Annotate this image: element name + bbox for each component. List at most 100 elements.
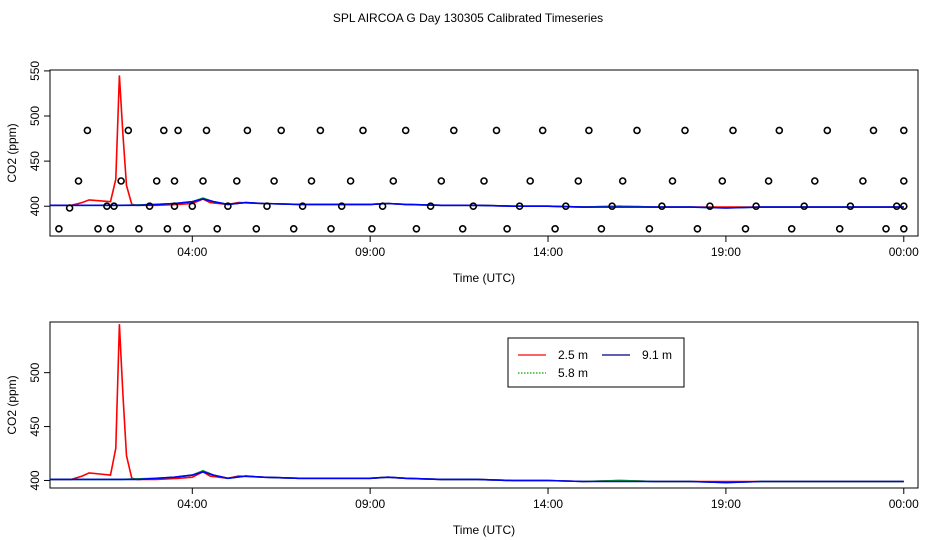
bottom-ylabel: CO2 (ppm) xyxy=(5,375,19,434)
top-point-11 xyxy=(145,202,154,210)
top-point-56 xyxy=(574,177,583,185)
top-point-13 xyxy=(160,126,168,135)
top-point-81 xyxy=(869,126,878,135)
top-point-69 xyxy=(729,126,737,135)
bottom-series-blue xyxy=(50,470,904,484)
top-point-38 xyxy=(368,225,376,233)
top-point-39 xyxy=(378,202,387,210)
top-point-41 xyxy=(401,126,410,135)
top-point-9 xyxy=(124,126,133,135)
top-point-21 xyxy=(202,126,211,135)
top-point-62 xyxy=(645,225,654,233)
top-point-58 xyxy=(597,225,606,233)
top-point-14 xyxy=(163,225,172,233)
top-point-2 xyxy=(74,177,83,185)
top-plot-frame xyxy=(49,69,919,237)
top-ylabel: CO2 (ppm) xyxy=(5,123,19,182)
top-point-66 xyxy=(693,225,702,233)
top-point-84 xyxy=(899,177,908,185)
top-point-33 xyxy=(316,126,325,135)
top-xtick-label-3: 19:00 xyxy=(711,245,741,259)
top-point-24 xyxy=(233,177,241,185)
top-point-73 xyxy=(775,126,784,135)
top-point-19 xyxy=(188,202,197,210)
top-point-12 xyxy=(152,177,161,185)
top-panel: 04:00 09:00 14:00 19:00 00:00 400 450 500 550 Ti… xyxy=(5,61,919,285)
top-xlabel: Time (UTC) xyxy=(453,271,515,285)
top-point-31 xyxy=(298,202,307,210)
top-point-8 xyxy=(117,177,125,185)
top-point-23 xyxy=(224,202,232,210)
top-point-26 xyxy=(252,225,261,233)
top-point-65 xyxy=(681,126,689,135)
top-point-47 xyxy=(469,202,478,210)
bottom-xlabel: Time (UTC) xyxy=(453,523,515,537)
top-point-48 xyxy=(480,177,488,185)
bottom-axis-ticks: 04:00 09:00 14:00 19:00 00:00 400 450 500 xyxy=(28,362,919,511)
top-point-44 xyxy=(437,177,446,185)
top-point-16 xyxy=(170,177,179,185)
bottom-series-red xyxy=(50,324,904,483)
top-xtick-label-0: 04:00 xyxy=(177,245,207,259)
bottom-panel: 04:00 09:00 14:00 19:00 00:00 400 450 500 Time … xyxy=(5,321,919,537)
top-point-79 xyxy=(846,202,855,210)
top-point-34 xyxy=(327,225,335,233)
legend-label-9-1m: 9.1 m xyxy=(642,348,672,362)
top-point-55 xyxy=(561,202,570,210)
top-point-29 xyxy=(277,126,286,135)
top-point-75 xyxy=(800,202,809,210)
top-point-54 xyxy=(551,225,559,233)
top-point-0 xyxy=(55,225,63,233)
top-ytick-label-2: 500 xyxy=(28,106,42,126)
top-point-18 xyxy=(183,225,191,233)
top-point-77 xyxy=(823,126,832,135)
top-point-50 xyxy=(503,225,511,233)
top-point-86 xyxy=(899,225,908,233)
figure-title: SPL AIRCOA G Day 130305 Calibrated Times… xyxy=(333,11,603,25)
top-point-45 xyxy=(449,126,458,135)
top-point-37 xyxy=(359,126,367,135)
top-xtick-label-2: 14:00 xyxy=(533,245,563,259)
top-point-53 xyxy=(538,126,547,135)
top-point-51 xyxy=(515,202,524,210)
top-ytick-label-1: 450 xyxy=(28,151,42,171)
top-point-76 xyxy=(810,177,819,185)
top-point-27 xyxy=(263,202,271,210)
top-point-57 xyxy=(585,126,593,135)
top-point-63 xyxy=(658,202,666,210)
top-point-83 xyxy=(892,202,901,210)
top-ytick-label-0: 400 xyxy=(28,196,42,216)
bottom-series xyxy=(50,324,904,484)
top-point-3 xyxy=(83,126,92,135)
bottom-xtick-label-0: 04:00 xyxy=(177,497,207,511)
top-point-7 xyxy=(110,202,118,210)
top-point-72 xyxy=(764,177,773,185)
top-point-67 xyxy=(706,202,714,210)
top-point-15 xyxy=(170,202,179,210)
top-point-60 xyxy=(618,177,627,185)
top-point-87 xyxy=(899,202,908,210)
bottom-plot-frame xyxy=(49,321,919,489)
top-point-5 xyxy=(103,202,111,210)
top-point-22 xyxy=(213,225,221,233)
top-point-32 xyxy=(307,177,316,185)
top-axis-ticks: 04:00 09:00 14:00 19:00 00:00 400 450 500 550 xyxy=(28,61,919,259)
top-point-35 xyxy=(337,202,346,210)
bottom-ytick-label-0: 400 xyxy=(28,470,42,490)
bottom-xtick-label-3: 19:00 xyxy=(711,497,741,511)
top-point-71 xyxy=(752,202,760,210)
top-calibration-points xyxy=(55,126,908,233)
top-ytick-label-3: 550 xyxy=(28,61,42,81)
top-point-20 xyxy=(199,177,207,185)
top-point-10 xyxy=(135,225,143,233)
top-point-42 xyxy=(412,225,421,233)
top-point-64 xyxy=(668,177,677,185)
top-point-46 xyxy=(458,225,467,233)
top-point-85 xyxy=(899,126,908,135)
top-point-40 xyxy=(389,177,398,185)
top-point-61 xyxy=(633,126,641,135)
bottom-ytick-label-1: 450 xyxy=(28,416,42,436)
top-series xyxy=(50,75,904,209)
top-point-82 xyxy=(882,225,890,233)
